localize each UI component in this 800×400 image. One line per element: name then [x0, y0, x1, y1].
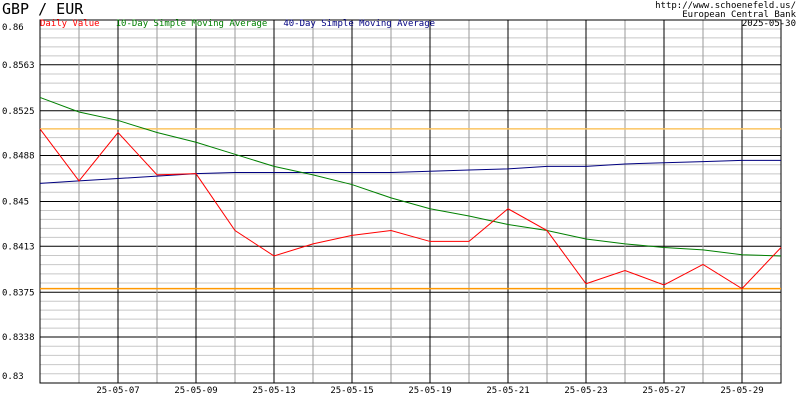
y-tick-label: 0.8563 [2, 61, 35, 71]
source-url: http://www.schoenefeld.us/ [655, 1, 796, 11]
x-tick-label: 25-05-23 [564, 386, 607, 396]
x-tick-label: 25-05-27 [642, 386, 685, 396]
date: 2025-05-30 [742, 19, 796, 29]
y-tick-label: 0.8525 [2, 107, 35, 117]
chart-title: GBP / EUR [2, 0, 84, 18]
y-tick-label: 0.83 [2, 372, 24, 382]
legend-entry: 10-Day Simple Moving Average [116, 19, 268, 29]
legend-entry: Daily Value [40, 19, 100, 29]
y-tick-label: 0.8375 [2, 288, 35, 298]
plot-border [39, 19, 782, 384]
x-tick-label: 25-05-15 [330, 386, 373, 396]
series-line [39, 159, 781, 184]
x-tick-label: 25-05-09 [174, 386, 217, 396]
series-line [39, 96, 782, 257]
x-tick-label: 25-05-19 [408, 386, 451, 396]
x-tick-label: 25-05-07 [96, 386, 139, 396]
y-tick-label: 0.8488 [2, 152, 35, 162]
y-tick-label: 0.8338 [2, 333, 35, 343]
legend-entry: 40-Day Simple Moving Average [283, 19, 435, 29]
y-tick-label: 0.845 [2, 198, 29, 208]
y-tick-label: 0.86 [2, 23, 24, 33]
y-tick-label: 0.8413 [2, 242, 35, 252]
x-tick-label: 25-05-13 [252, 386, 295, 396]
x-tick-label: 25-05-21 [486, 386, 529, 396]
x-tick-label: 25-05-29 [720, 386, 763, 396]
series-line [39, 128, 782, 290]
source: European Central Bank [682, 10, 796, 20]
